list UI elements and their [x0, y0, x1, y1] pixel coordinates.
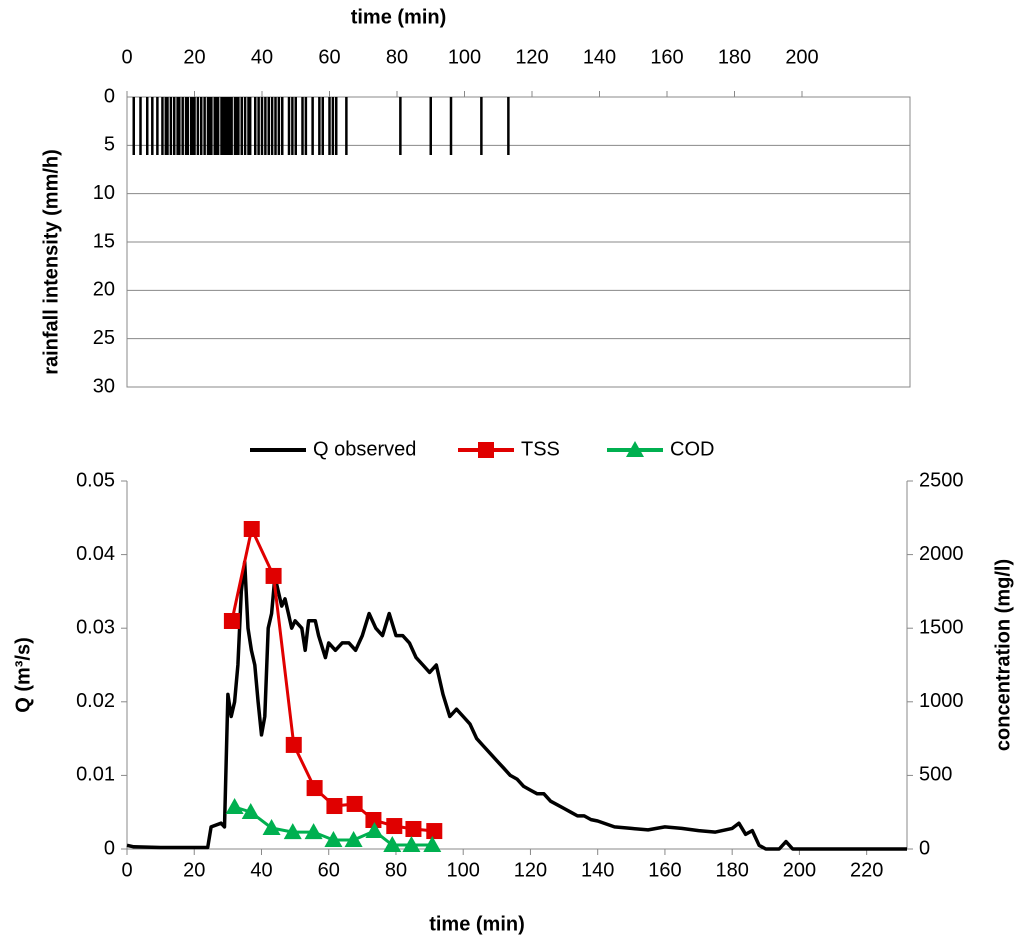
marker [365, 812, 382, 829]
x-axis-title: time (min) [351, 6, 447, 28]
x-tick-label: 200 [785, 46, 818, 68]
y2-tick-label: 0 [919, 837, 930, 859]
y-tick-label: 0 [104, 837, 115, 859]
legend-label: TSS [521, 438, 560, 460]
x-tick-label: 80 [385, 859, 407, 881]
y-tick-label: 0.01 [76, 764, 115, 786]
marker [225, 798, 244, 815]
legend-marker [626, 441, 644, 457]
x-tick-label: 220 [850, 859, 883, 881]
x-tick-label: 40 [250, 859, 272, 881]
y-tick-label: 0.02 [76, 690, 115, 712]
x-tick-label: 60 [318, 859, 340, 881]
marker [383, 836, 402, 853]
x-tick-label: 60 [318, 46, 340, 68]
y-tick-label: 25 [93, 327, 115, 349]
x-tick-label: 120 [515, 46, 548, 68]
y-tick-label: 30 [93, 375, 115, 397]
y-tick-label: 10 [93, 182, 115, 204]
y-tick-label: 20 [93, 279, 115, 301]
series-line [126, 560, 907, 851]
y2-tick-label: 2500 [919, 469, 964, 491]
x-tick-label: 80 [386, 46, 408, 68]
marker [304, 823, 323, 840]
marker [365, 822, 384, 839]
marker [285, 736, 302, 753]
x-tick-label: 140 [581, 859, 614, 881]
y-tick-label: 5 [104, 134, 115, 156]
plot-border [126, 96, 911, 388]
y2-tick-label: 1500 [919, 616, 964, 638]
marker [386, 818, 403, 835]
x-tick-label: 0 [121, 859, 132, 881]
marker [346, 795, 363, 812]
marker [241, 803, 260, 820]
marker [423, 836, 442, 853]
legend-label: Q observed [313, 438, 416, 460]
marker [426, 823, 443, 840]
marker [243, 520, 260, 537]
marker [405, 820, 422, 837]
y-axis-title: rainfall intensity (mm/h) [40, 149, 62, 375]
y-axis-title: Q (m³/s) [12, 637, 34, 713]
x-tick-label: 40 [251, 46, 273, 68]
y2-tick-label: 500 [919, 764, 952, 786]
y-tick-label: 0.03 [76, 616, 115, 638]
x-tick-label: 160 [650, 46, 683, 68]
x-tick-label: 200 [783, 859, 816, 881]
x-tick-label: 140 [583, 46, 616, 68]
x-tick-label: 0 [121, 46, 132, 68]
marker [344, 831, 363, 848]
y2-tick-label: 1000 [919, 690, 964, 712]
marker [265, 567, 282, 584]
y-tick-label: 0 [104, 85, 115, 107]
x-tick-label: 20 [183, 46, 205, 68]
x-tick-label: 180 [718, 46, 751, 68]
marker [324, 831, 343, 848]
marker [262, 818, 281, 835]
y2-tick-label: 2000 [919, 543, 964, 565]
marker [283, 823, 302, 840]
y-tick-label: 0.05 [76, 469, 115, 491]
y-tick-label: 0.04 [76, 543, 115, 565]
legend-label: COD [670, 438, 714, 460]
marker [326, 798, 343, 815]
marker [306, 780, 323, 797]
marker [223, 612, 240, 629]
x-tick-label: 100 [447, 859, 480, 881]
x-tick-label: 100 [448, 46, 481, 68]
x-tick-label: 20 [183, 859, 205, 881]
y-tick-label: 15 [93, 230, 115, 252]
marker [402, 836, 421, 853]
x-tick-label: 120 [514, 859, 547, 881]
y2-axis-title: concentration (mg/l) [992, 559, 1014, 751]
x-tick-label: 180 [715, 859, 748, 881]
legend-marker [478, 442, 494, 458]
x-tick-label: 160 [648, 859, 681, 881]
x-axis-title: time (min) [429, 913, 525, 935]
series-line [230, 527, 435, 833]
